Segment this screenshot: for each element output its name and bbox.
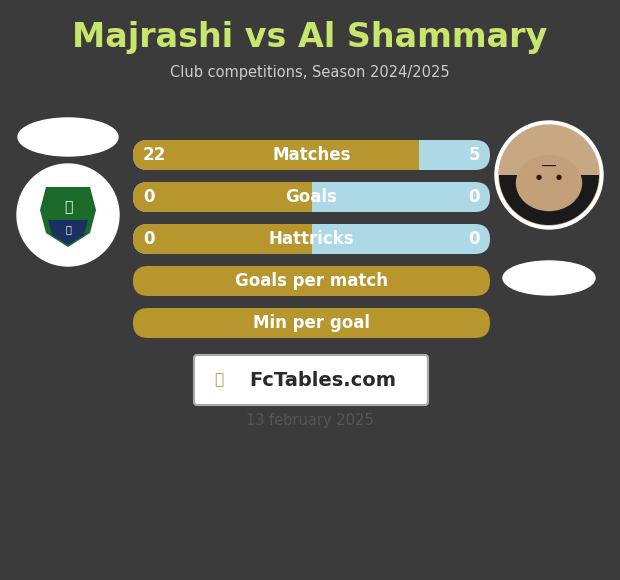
Text: 0: 0: [469, 188, 480, 206]
FancyBboxPatch shape: [133, 182, 490, 212]
FancyBboxPatch shape: [133, 266, 490, 296]
FancyBboxPatch shape: [133, 140, 490, 170]
Text: 0: 0: [143, 230, 154, 248]
FancyBboxPatch shape: [194, 355, 428, 405]
Ellipse shape: [18, 118, 118, 156]
Text: FcTables.com: FcTables.com: [249, 371, 397, 390]
Text: 5: 5: [469, 146, 480, 164]
Text: 13 february 2025: 13 february 2025: [246, 412, 374, 427]
Ellipse shape: [503, 261, 595, 295]
FancyBboxPatch shape: [133, 182, 311, 212]
FancyBboxPatch shape: [133, 224, 311, 254]
FancyBboxPatch shape: [296, 224, 311, 254]
Text: ▔▔: ▔▔: [541, 165, 557, 175]
FancyBboxPatch shape: [133, 140, 419, 170]
FancyBboxPatch shape: [404, 140, 418, 170]
Wedge shape: [499, 175, 599, 225]
Text: Min per goal: Min per goal: [253, 314, 370, 332]
Text: ●: ●: [556, 174, 562, 180]
FancyBboxPatch shape: [296, 182, 311, 212]
Text: Club competitions, Season 2024/2025: Club competitions, Season 2024/2025: [170, 64, 450, 79]
Text: Goals: Goals: [286, 188, 337, 206]
Text: 📊: 📊: [215, 372, 224, 387]
Ellipse shape: [516, 155, 582, 211]
Text: ⚽: ⚽: [65, 224, 71, 234]
Text: 🌴: 🌴: [64, 200, 72, 214]
Text: 0: 0: [469, 230, 480, 248]
FancyBboxPatch shape: [133, 308, 490, 338]
Text: ●: ●: [536, 174, 542, 180]
Text: Goals per match: Goals per match: [235, 272, 388, 290]
Circle shape: [17, 164, 119, 266]
Polygon shape: [48, 220, 88, 245]
Polygon shape: [40, 187, 96, 247]
Text: Majrashi vs Al Shammary: Majrashi vs Al Shammary: [73, 21, 547, 55]
Text: 0: 0: [143, 188, 154, 206]
Text: 22: 22: [143, 146, 166, 164]
Circle shape: [20, 167, 116, 263]
Circle shape: [495, 121, 603, 229]
FancyBboxPatch shape: [133, 224, 490, 254]
Circle shape: [499, 125, 599, 225]
Text: Matches: Matches: [272, 146, 351, 164]
Text: Hattricks: Hattricks: [268, 230, 354, 248]
